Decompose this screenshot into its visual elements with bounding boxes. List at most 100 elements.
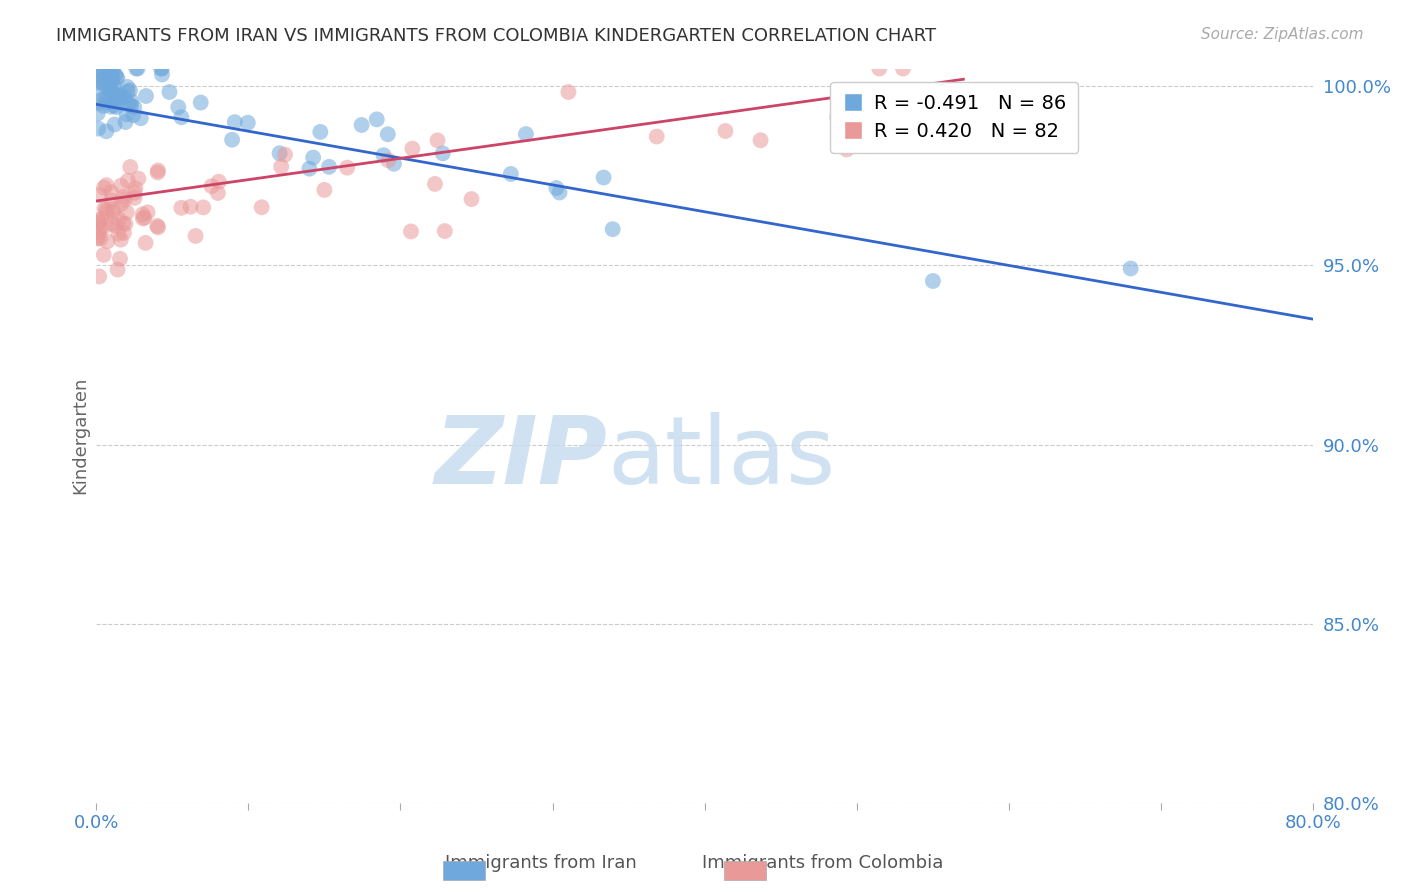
Point — [96, 202, 118, 217]
Point — [96, 178, 118, 193]
Point — [96, 235, 118, 249]
Point — [110, 88, 132, 103]
Point — [98, 89, 121, 103]
Point — [645, 129, 668, 144]
Point — [377, 153, 399, 168]
Point — [101, 62, 124, 76]
Point — [224, 115, 246, 129]
Point — [105, 71, 128, 86]
Point — [825, 110, 848, 124]
Point — [100, 83, 122, 97]
Point — [86, 69, 108, 83]
Point — [112, 90, 135, 104]
Legend: R = -0.491   N = 86, R = 0.420   N = 82: R = -0.491 N = 86, R = 0.420 N = 82 — [830, 82, 1078, 153]
Point — [190, 95, 212, 110]
Point — [114, 115, 136, 129]
Point — [200, 179, 222, 194]
Point — [132, 211, 155, 226]
Point — [93, 180, 115, 194]
Point — [104, 118, 127, 132]
Point — [104, 91, 127, 105]
Point — [150, 68, 173, 82]
Point — [117, 84, 139, 98]
Point — [122, 100, 145, 114]
Point — [93, 202, 115, 216]
Point — [499, 167, 522, 181]
Point — [97, 73, 120, 87]
Point — [107, 262, 129, 277]
Point — [87, 121, 110, 136]
Point — [546, 181, 568, 195]
Point — [118, 83, 141, 97]
Point — [146, 220, 169, 235]
Point — [89, 188, 111, 202]
Point — [114, 217, 136, 231]
Point — [87, 216, 110, 230]
Point — [714, 124, 737, 138]
Point — [897, 113, 920, 128]
Point — [250, 200, 273, 214]
Point — [373, 148, 395, 162]
Point — [150, 62, 173, 76]
Point — [118, 97, 141, 112]
Point — [127, 171, 149, 186]
Point — [124, 186, 146, 200]
Point — [101, 71, 124, 86]
Point — [382, 157, 405, 171]
Point — [167, 100, 190, 114]
Point — [96, 95, 118, 109]
Point — [105, 100, 128, 114]
Point — [136, 205, 159, 219]
Point — [87, 213, 110, 227]
Point — [87, 62, 110, 77]
Point — [94, 78, 117, 93]
Point — [87, 225, 110, 239]
Point — [146, 165, 169, 179]
Point — [90, 92, 112, 106]
Point — [104, 67, 127, 81]
Text: Immigrants from Iran: Immigrants from Iran — [446, 855, 637, 872]
Point — [93, 70, 115, 85]
Point — [131, 207, 153, 221]
Point — [180, 200, 202, 214]
Point — [314, 183, 336, 197]
Point — [91, 62, 114, 76]
Point — [110, 233, 132, 247]
Point — [89, 65, 111, 79]
Point — [548, 186, 571, 200]
Point — [125, 62, 148, 76]
Point — [114, 193, 136, 207]
Y-axis label: Kindergarten: Kindergarten — [72, 376, 89, 494]
Point — [124, 191, 146, 205]
Point — [129, 112, 152, 126]
Point — [432, 146, 454, 161]
Point — [86, 231, 108, 245]
Point — [107, 212, 129, 227]
Point — [97, 62, 120, 76]
Point — [104, 219, 127, 233]
Point — [127, 62, 149, 76]
Point — [460, 192, 482, 206]
Point — [184, 228, 207, 243]
Point — [135, 235, 157, 250]
Point — [221, 133, 243, 147]
Point — [101, 204, 124, 219]
Text: atlas: atlas — [607, 411, 835, 504]
Point — [86, 106, 108, 120]
Point — [105, 70, 128, 84]
Point — [150, 62, 173, 76]
Point — [835, 143, 858, 157]
Point — [100, 75, 122, 89]
Point — [602, 222, 624, 236]
Point — [122, 108, 145, 122]
Point — [108, 94, 131, 108]
Point — [302, 151, 325, 165]
Point — [101, 202, 124, 216]
Point — [97, 81, 120, 95]
Point — [269, 146, 291, 161]
Text: Source: ZipAtlas.com: Source: ZipAtlas.com — [1201, 27, 1364, 42]
Point — [399, 224, 422, 238]
Point — [100, 194, 122, 208]
Point — [103, 78, 125, 93]
Text: ZIP: ZIP — [434, 411, 607, 504]
